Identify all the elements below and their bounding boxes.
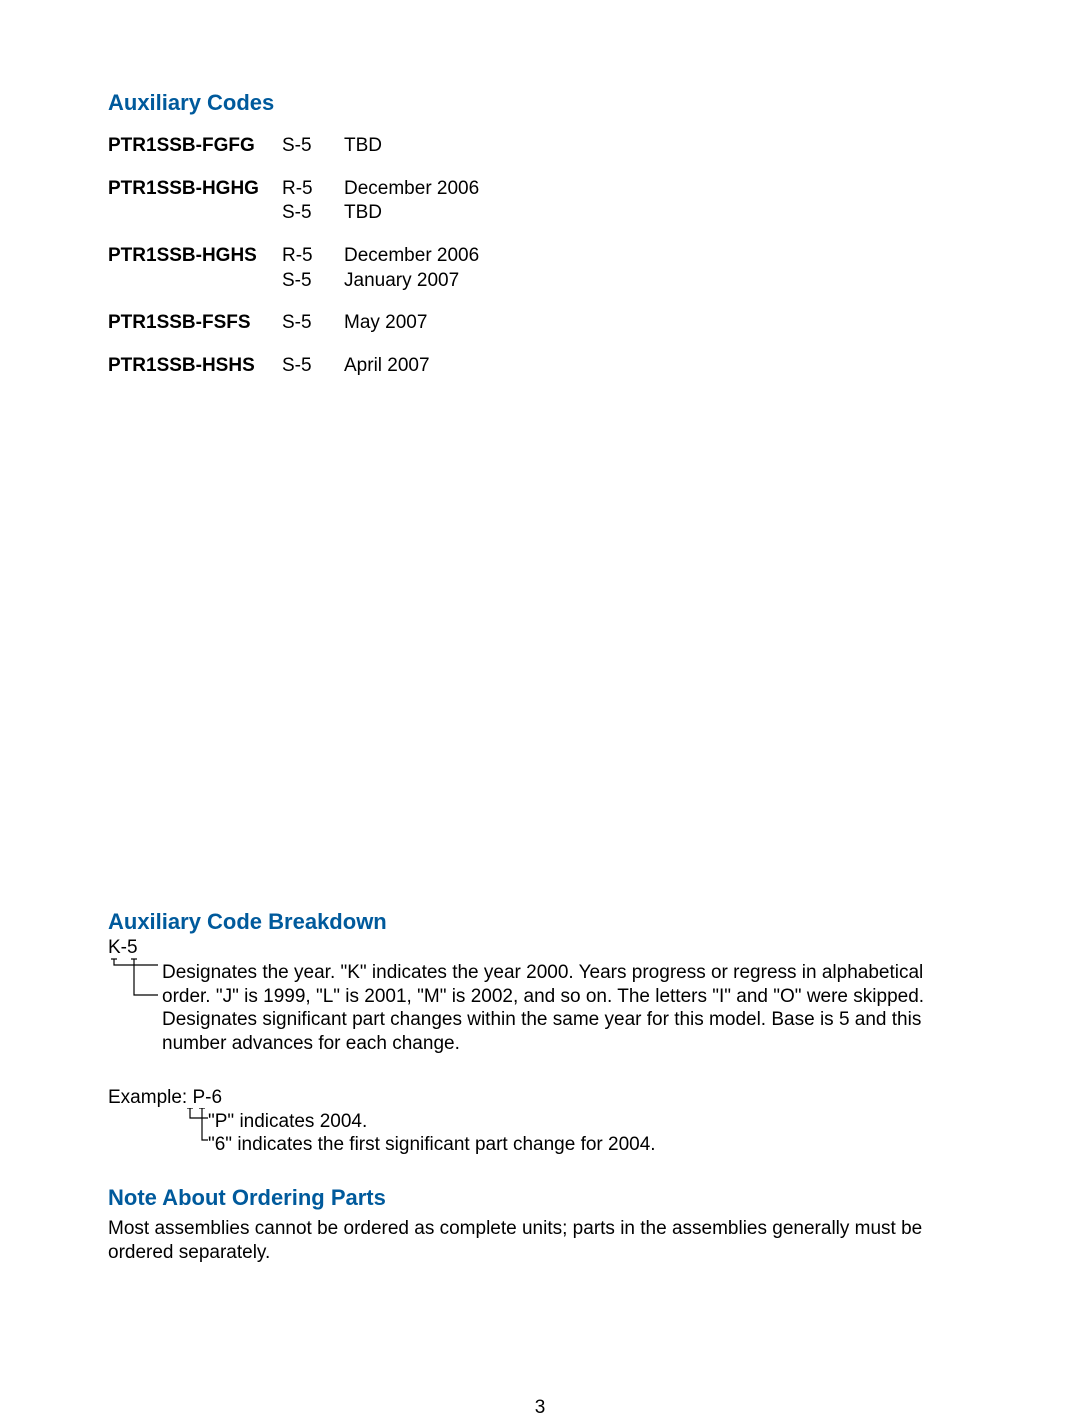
ordering-text: Most assemblies cannot be ordered as com… bbox=[108, 1217, 972, 1265]
code-rev: S-5 bbox=[282, 201, 344, 226]
breakdown-title: Auxiliary Code Breakdown bbox=[108, 909, 972, 935]
code-rev: S-5 bbox=[282, 354, 344, 379]
code-entry: S-5 May 2007 bbox=[282, 311, 427, 336]
code-entry: R-5 December 2006 bbox=[282, 177, 479, 202]
breakdown-year-text: Designates the year. "K" indicates the y… bbox=[162, 961, 972, 1009]
example-change-text: "6" indicates the first significant part… bbox=[208, 1133, 972, 1157]
code-date: TBD bbox=[344, 201, 382, 226]
code-date: April 2007 bbox=[344, 354, 430, 379]
code-entry: S-5 TBD bbox=[282, 201, 479, 226]
code-row: PTR1SSB-FSFS S-5 May 2007 bbox=[108, 311, 972, 336]
example-lines: "P" indicates 2004. "6" indicates the fi… bbox=[108, 1110, 972, 1158]
code-entry: R-5 December 2006 bbox=[282, 244, 479, 269]
code-label: PTR1SSB-HGHG bbox=[108, 177, 282, 202]
example-label: Example: P-6 bbox=[108, 1086, 972, 1110]
code-rev: R-5 bbox=[282, 177, 344, 202]
code-label: PTR1SSB-FSFS bbox=[108, 311, 282, 336]
code-label: PTR1SSB-HGHS bbox=[108, 244, 282, 269]
code-date: January 2007 bbox=[344, 269, 459, 294]
code-rev: S-5 bbox=[282, 311, 344, 336]
example-year-text: "P" indicates 2004. bbox=[208, 1110, 972, 1134]
aux-codes-title: Auxiliary Codes bbox=[108, 90, 972, 116]
code-row: PTR1SSB-HGHG R-5 December 2006 S-5 TBD bbox=[108, 177, 972, 226]
code-entry: S-5 TBD bbox=[282, 134, 382, 159]
code-row: PTR1SSB-HSHS S-5 April 2007 bbox=[108, 354, 972, 379]
code-entries: R-5 December 2006 S-5 January 2007 bbox=[282, 244, 479, 293]
code-label: PTR1SSB-FGFG bbox=[108, 134, 282, 159]
code-date: December 2006 bbox=[344, 244, 479, 269]
breakdown-block: K-5 Designates the year. "K" indicates t… bbox=[108, 937, 972, 1056]
ordering-block: Note About Ordering Parts Most assemblie… bbox=[108, 1185, 972, 1265]
breakdown-change-text: Designates significant part changes with… bbox=[162, 1008, 972, 1056]
code-label: PTR1SSB-HSHS bbox=[108, 354, 282, 379]
code-entry: S-5 January 2007 bbox=[282, 269, 479, 294]
code-entry: S-5 April 2007 bbox=[282, 354, 430, 379]
breakdown-code-wrap: K-5 Designates the year. "K" indicates t… bbox=[108, 937, 972, 1056]
code-date: May 2007 bbox=[344, 311, 427, 336]
code-entries: S-5 TBD bbox=[282, 134, 382, 159]
page-number: 3 bbox=[0, 1397, 1080, 1419]
code-row: PTR1SSB-FGFG S-5 TBD bbox=[108, 134, 972, 159]
code-date: December 2006 bbox=[344, 177, 479, 202]
aux-codes-block: PTR1SSB-FGFG S-5 TBD PTR1SSB-HGHG R-5 De… bbox=[108, 134, 972, 379]
code-entries: S-5 April 2007 bbox=[282, 354, 430, 379]
code-date: TBD bbox=[344, 134, 382, 159]
code-entries: S-5 May 2007 bbox=[282, 311, 427, 336]
code-rev: S-5 bbox=[282, 134, 344, 159]
breakdown-lines: Designates the year. "K" indicates the y… bbox=[108, 961, 972, 1056]
code-rev: R-5 bbox=[282, 244, 344, 269]
breakdown-code: K-5 bbox=[108, 937, 972, 959]
example-block: Example: P-6 "P" indicates 2004. "6" ind… bbox=[108, 1086, 972, 1157]
page: Auxiliary Codes PTR1SSB-FGFG S-5 TBD PTR… bbox=[0, 0, 1080, 1397]
code-entries: R-5 December 2006 S-5 TBD bbox=[282, 177, 479, 226]
code-row: PTR1SSB-HGHS R-5 December 2006 S-5 Janua… bbox=[108, 244, 972, 293]
code-rev: S-5 bbox=[282, 269, 344, 294]
ordering-title: Note About Ordering Parts bbox=[108, 1185, 972, 1211]
